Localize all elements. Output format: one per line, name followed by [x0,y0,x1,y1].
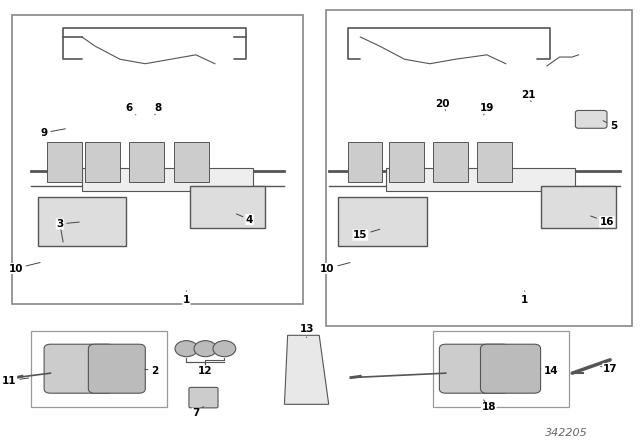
Text: 6: 6 [126,103,136,115]
FancyBboxPatch shape [189,388,218,408]
FancyBboxPatch shape [44,344,114,393]
FancyBboxPatch shape [433,331,569,406]
FancyBboxPatch shape [433,142,468,182]
FancyBboxPatch shape [173,142,209,182]
Text: 14: 14 [541,366,559,376]
Text: 3: 3 [56,219,79,229]
Text: 21: 21 [521,90,535,102]
FancyBboxPatch shape [388,142,424,182]
FancyBboxPatch shape [481,344,541,393]
Text: 5: 5 [603,121,617,131]
Text: 342205: 342205 [545,428,588,438]
Circle shape [194,340,217,357]
Text: 2: 2 [145,366,159,376]
FancyBboxPatch shape [477,142,512,182]
Text: 12: 12 [198,363,212,376]
Text: 4: 4 [236,214,253,224]
Text: 8: 8 [154,103,161,115]
FancyBboxPatch shape [575,111,607,128]
FancyBboxPatch shape [82,168,253,190]
Text: 1: 1 [183,291,190,305]
Text: 18: 18 [481,400,496,413]
FancyBboxPatch shape [326,10,632,327]
Circle shape [175,340,198,357]
Polygon shape [284,335,329,404]
FancyBboxPatch shape [47,142,82,182]
FancyBboxPatch shape [541,186,616,228]
FancyBboxPatch shape [440,344,509,393]
FancyBboxPatch shape [348,142,383,182]
Text: 15: 15 [353,229,380,240]
Text: 10: 10 [320,263,350,274]
FancyBboxPatch shape [85,142,120,182]
FancyBboxPatch shape [38,197,126,246]
FancyBboxPatch shape [88,344,145,393]
Circle shape [213,340,236,357]
Text: 10: 10 [8,263,40,274]
FancyBboxPatch shape [338,197,427,246]
Text: 13: 13 [300,323,314,337]
Text: 11: 11 [2,376,29,386]
FancyBboxPatch shape [31,331,168,406]
Text: 20: 20 [435,99,450,111]
FancyBboxPatch shape [129,142,164,182]
Text: 16: 16 [591,216,614,227]
FancyBboxPatch shape [189,186,266,228]
Text: 7: 7 [192,406,204,418]
Text: 9: 9 [40,128,65,138]
Text: 17: 17 [601,364,618,374]
Text: 1: 1 [521,291,529,305]
FancyBboxPatch shape [13,15,303,304]
Text: 19: 19 [479,103,494,115]
FancyBboxPatch shape [386,168,575,190]
